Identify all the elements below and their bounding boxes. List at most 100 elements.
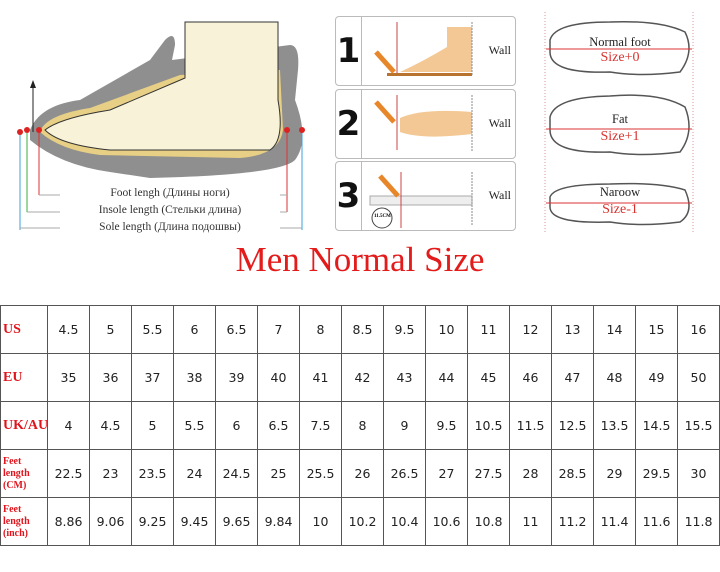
table-cell: 11.6 (635, 497, 678, 546)
step-panel-3: 3 11.5CM Wall (335, 161, 516, 231)
table-cell: 25.5 (299, 449, 342, 498)
row-header: UK/AU (0, 401, 48, 450)
foot-type-size: Size+0 (600, 50, 640, 65)
ruler-reading: 11.5CM (374, 214, 391, 219)
table-cell: 28.5 (551, 449, 594, 498)
table-cell: 5.5 (173, 401, 216, 450)
table-cell: 26 (341, 449, 384, 498)
table-cell: 26.5 (383, 449, 426, 498)
table-cell: 45 (467, 353, 510, 402)
table-cell: 6 (215, 401, 258, 450)
table-cell: 23 (89, 449, 132, 498)
step-number: 3 (336, 162, 362, 230)
table-cell: 13 (551, 305, 594, 354)
table-cell: 6.5 (215, 305, 258, 354)
table-cell: 38 (173, 353, 216, 402)
table-cell: 22.5 (47, 449, 90, 498)
table-cell: 30 (677, 449, 720, 498)
row-header: Feet length (CM) (0, 449, 48, 498)
table-cell: 23.5 (131, 449, 174, 498)
table-cell: 11 (467, 305, 510, 354)
foot-type-illustrations (544, 12, 694, 232)
table-cell: 8.86 (47, 497, 90, 546)
row-header: Feet length (inch) (0, 497, 48, 546)
table-cell: 29.5 (635, 449, 678, 498)
step-panel-2: 2 Wall (335, 89, 516, 159)
ruler-measurement-icon (369, 172, 473, 229)
table-cell: 9.06 (89, 497, 132, 546)
table-cell: 8 (299, 305, 342, 354)
table-cell: 40 (257, 353, 300, 402)
table-cell: 10.8 (467, 497, 510, 546)
step-number: 1 (336, 17, 362, 85)
table-cell: 11.4 (593, 497, 636, 546)
table-cell: 47 (551, 353, 594, 402)
foot-type-size: Size-1 (602, 202, 638, 217)
table-cell: 50 (677, 353, 720, 402)
wall-label: Wall (488, 116, 511, 130)
table-cell: 9.65 (215, 497, 258, 546)
table-row: Feet length (CM) 22.5 23 23.5 24 24.5 25 25.5 26… (0, 449, 720, 498)
foot-type-label: Normal foot (589, 35, 651, 49)
table-cell: 4.5 (89, 401, 132, 450)
foot-type-label: Fat (612, 112, 628, 126)
table-cell: 43 (383, 353, 426, 402)
table-cell: 5.5 (131, 305, 174, 354)
table-cell: 11.8 (677, 497, 720, 546)
table-cell: 10.6 (425, 497, 468, 546)
table-cell: 9.45 (173, 497, 216, 546)
table-cell: 9.5 (383, 305, 426, 354)
step-panel-1: 1 Wall (335, 16, 516, 86)
table-cell: 9 (383, 401, 426, 450)
size-table: US 4.5 5 5.5 6 6.5 7 8 8.5 9.5 10 11 12 13 14 15 16 EU 35 3… (0, 305, 720, 546)
foot-type-size: Size+1 (600, 129, 640, 144)
table-cell: 25 (257, 449, 300, 498)
table-cell: 15.5 (677, 401, 720, 450)
table-cell: 5 (131, 401, 174, 450)
row-header: EU (0, 353, 48, 402)
table-cell: 9.84 (257, 497, 300, 546)
foot-length-label: Foot lengh (Длины ноги) (60, 187, 280, 199)
table-row: UK/AU 4 4.5 5 5.5 6 6.5 7.5 8 9 9.5 10.5 11.5 12.5 13.… (0, 401, 720, 450)
foot-against-wall-icon (374, 22, 473, 76)
table-cell: 44 (425, 353, 468, 402)
table-row: US 4.5 5 5.5 6 6.5 7 8 8.5 9.5 10 11 12 13 14 15 16 (0, 305, 720, 354)
table-cell: 14.5 (635, 401, 678, 450)
table-cell: 15 (635, 305, 678, 354)
table-cell: 13.5 (593, 401, 636, 450)
table-cell: 6 (173, 305, 216, 354)
table-cell: 5 (89, 305, 132, 354)
table-cell: 36 (89, 353, 132, 402)
table-cell: 11.5 (509, 401, 552, 450)
table-cell: 10.2 (341, 497, 384, 546)
table-cell: 29 (593, 449, 636, 498)
table-cell: 12 (509, 305, 552, 354)
table-cell: 8 (341, 401, 384, 450)
table-cell: 6.5 (257, 401, 300, 450)
insole-length-label: Insole length (Стельки длина) (60, 204, 280, 216)
table-cell: 11.2 (551, 497, 594, 546)
table-cell: 4.5 (47, 305, 90, 354)
foot-outline-marking-icon (374, 95, 473, 152)
table-cell: 27 (425, 449, 468, 498)
table-cell: 24.5 (215, 449, 258, 498)
page-title: Men Normal Size (235, 240, 485, 279)
table-cell: 7.5 (299, 401, 342, 450)
table-cell: 39 (215, 353, 258, 402)
table-row: EU 35 36 37 38 39 40 41 42 43 44 45 46 47 48 49 50 (0, 353, 720, 402)
table-cell: 8.5 (341, 305, 384, 354)
table-cell: 10 (299, 497, 342, 546)
wall-label: Wall (488, 188, 511, 202)
row-header: US (0, 305, 48, 354)
step-number: 2 (336, 90, 362, 158)
table-cell: 48 (593, 353, 636, 402)
table-cell: 49 (635, 353, 678, 402)
table-cell: 28 (509, 449, 552, 498)
table-cell: 27.5 (467, 449, 510, 498)
table-cell: 35 (47, 353, 90, 402)
table-cell: 11 (509, 497, 552, 546)
table-cell: 42 (341, 353, 384, 402)
table-cell: 16 (677, 305, 720, 354)
table-cell: 9.25 (131, 497, 174, 546)
table-cell: 4 (47, 401, 90, 450)
